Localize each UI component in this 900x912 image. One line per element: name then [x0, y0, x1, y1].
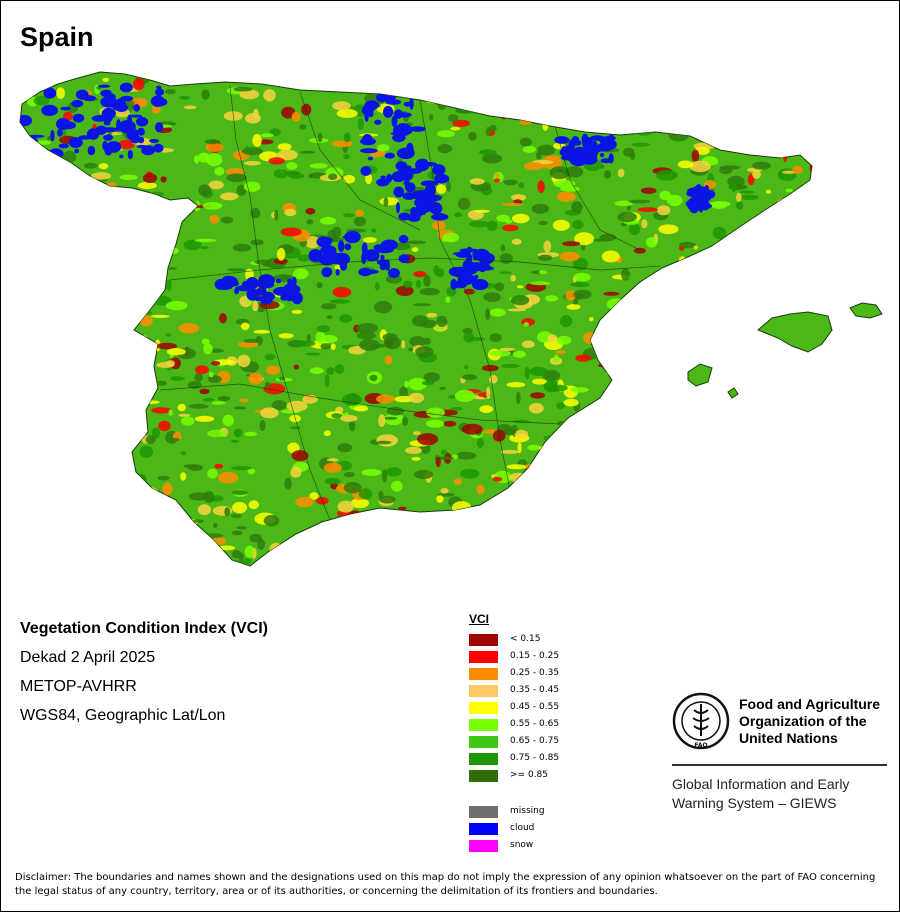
- legend-special-row: snow: [469, 838, 589, 855]
- vci-legend: VCI < 0.15 0.15 - 0.25 0.25 - 0.35 0.35 - 0…: [469, 612, 589, 855]
- legend-special-swatch: [469, 823, 498, 835]
- index-name: Vegetation Condition Index (VCI): [20, 620, 268, 649]
- disclaimer: Disclaimer: The boundaries and names sho…: [15, 871, 885, 899]
- legend-class-row: >= 0.85: [469, 768, 589, 785]
- legend-class-swatch: [469, 702, 498, 714]
- legend-class-swatch: [469, 685, 498, 697]
- legend-special-swatch: [469, 840, 498, 852]
- legend-class-label: < 0.15: [510, 634, 540, 644]
- legend-title: VCI: [469, 612, 589, 632]
- legend-class-row: 0.55 - 0.65: [469, 717, 589, 734]
- balearic-islands: [688, 303, 882, 398]
- legend-class-row: 0.35 - 0.45: [469, 683, 589, 700]
- legend-class-swatch: [469, 651, 498, 663]
- org-name-line2: Organization of the: [739, 713, 889, 730]
- legend-class-label: 0.25 - 0.35: [510, 668, 559, 678]
- legend-class-label: 0.45 - 0.55: [510, 702, 559, 712]
- fao-logo-text: FAO: [694, 742, 707, 749]
- legend-class-label: 0.35 - 0.45: [510, 685, 559, 695]
- vci-map: [0, 0, 900, 600]
- legend-special-label: snow: [510, 840, 533, 850]
- map-title: Spain: [20, 22, 94, 53]
- legend-class-row: < 0.15: [469, 632, 589, 649]
- legend-class-label: 0.15 - 0.25: [510, 651, 559, 661]
- system-name-line2: Warning System – GIEWS: [672, 794, 892, 813]
- sensor-label: METOP-AVHRR: [20, 678, 268, 707]
- org-name: Food and Agriculture Organization of the…: [739, 696, 889, 747]
- legend-class-row: 0.75 - 0.85: [469, 751, 589, 768]
- legend-class-row: 0.15 - 0.25: [469, 649, 589, 666]
- legend-class-swatch: [469, 736, 498, 748]
- system-name: Global Information and Early Warning Sys…: [672, 775, 892, 813]
- iberian-peninsula: [10, 65, 830, 576]
- fao-logo: FAO: [672, 692, 730, 750]
- legend-class-swatch: [469, 719, 498, 731]
- system-name-line1: Global Information and Early: [672, 775, 892, 794]
- legend-class-row: 0.65 - 0.75: [469, 734, 589, 751]
- legend-class-label: >= 0.85: [510, 770, 548, 780]
- legend-class-swatch: [469, 634, 498, 646]
- legend-class-swatch: [469, 668, 498, 680]
- legend-class-label: 0.75 - 0.85: [510, 753, 559, 763]
- legend-special-label: missing: [510, 806, 545, 816]
- map-info: Vegetation Condition Index (VCI) Dekad 2…: [20, 620, 268, 736]
- legend-class-swatch: [469, 753, 498, 765]
- legend-special-row: cloud: [469, 821, 589, 838]
- legend-special-label: cloud: [510, 823, 534, 833]
- legend-special-row: missing: [469, 804, 589, 821]
- projection-label: WGS84, Geographic Lat/Lon: [20, 707, 268, 736]
- org-name-line1: Food and Agriculture: [739, 696, 889, 713]
- org-name-line3: United Nations: [739, 730, 889, 747]
- legend-class-label: 0.55 - 0.65: [510, 719, 559, 729]
- legend-class-row: 0.45 - 0.55: [469, 700, 589, 717]
- legend-class-label: 0.65 - 0.75: [510, 736, 559, 746]
- divider: [672, 764, 887, 766]
- legend-class-row: 0.25 - 0.35: [469, 666, 589, 683]
- period-label: Dekad 2 April 2025: [20, 649, 268, 678]
- legend-class-swatch: [469, 770, 498, 782]
- legend-special-swatch: [469, 806, 498, 818]
